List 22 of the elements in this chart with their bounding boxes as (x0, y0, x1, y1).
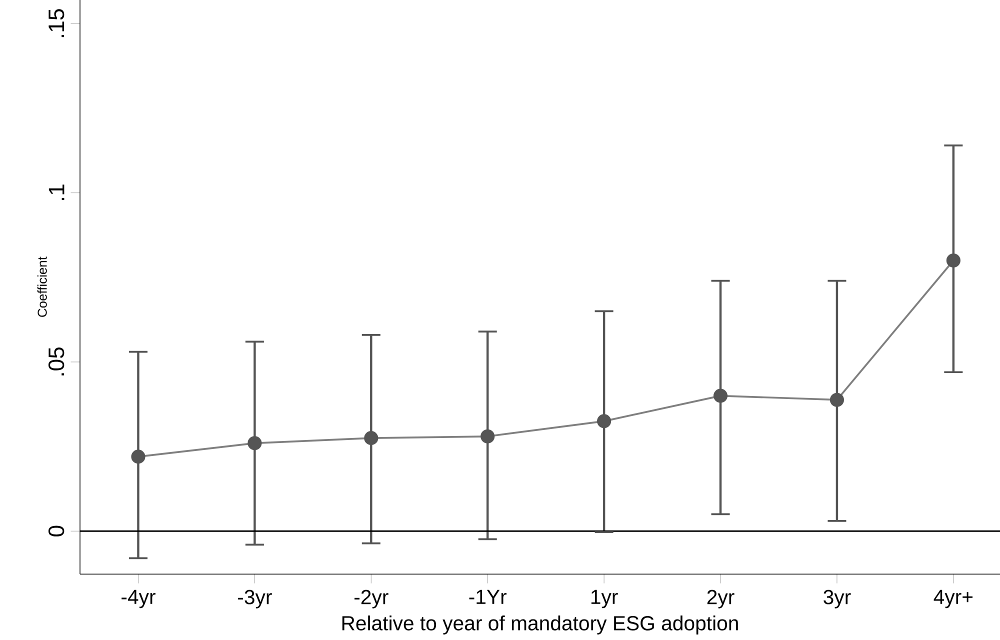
x-tick-label: -3yr (238, 590, 272, 608)
point (480, 429, 495, 444)
point (830, 392, 844, 407)
y-tick-label: .15 (48, 9, 64, 38)
x-tick-label: -4yr (122, 590, 156, 608)
x-tick-label: 1yr (591, 590, 618, 608)
point (713, 388, 728, 403)
y-tick-label: .05 (48, 347, 64, 376)
point (248, 436, 262, 450)
point (946, 253, 960, 268)
point (131, 450, 146, 464)
y-tick-label: .1 (48, 184, 64, 200)
x-tick-label: -1Yr (469, 590, 507, 604)
point (364, 431, 378, 446)
x-tick-label: 2yr (707, 590, 734, 608)
x-tick-label: 4yr+ (934, 590, 973, 608)
point (597, 414, 612, 428)
x-tick-label: 3yr (824, 590, 851, 608)
x-tick-label: -2yr (354, 590, 388, 608)
y-tick-label: 0 (48, 526, 64, 536)
y-axis-title: Coefficient (37, 256, 47, 317)
x-axis-title: Relative to year of mandatory ESG adoption (342, 615, 738, 634)
